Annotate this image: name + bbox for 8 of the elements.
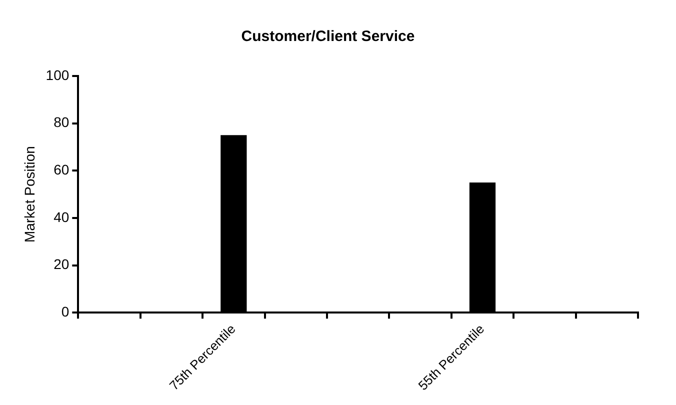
y-axis-title: Market Position bbox=[21, 146, 38, 243]
chart-title: Customer/Client Service bbox=[241, 28, 415, 46]
y-tick-label: 80 bbox=[54, 114, 70, 130]
y-tick-label: 100 bbox=[46, 66, 70, 83]
y-tick-label: 20 bbox=[54, 256, 70, 272]
y-tick-label: 60 bbox=[54, 162, 70, 178]
y-tick-label: 0 bbox=[61, 304, 70, 320]
y-tick-label: 40 bbox=[54, 208, 70, 225]
